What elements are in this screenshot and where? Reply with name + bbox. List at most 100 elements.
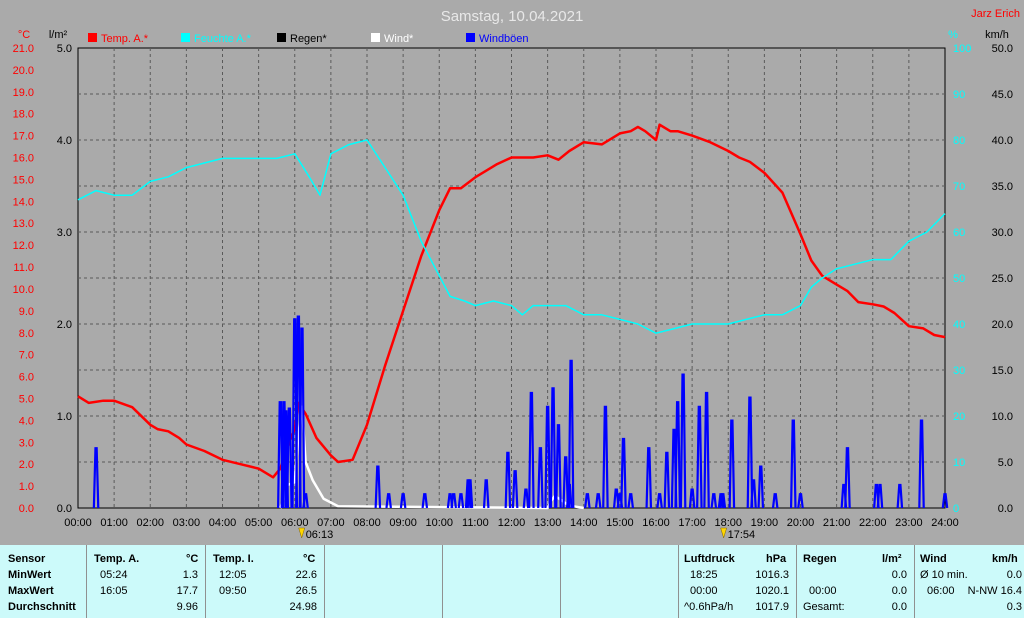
pressure-max-time: 00:00 [690,585,718,597]
wind-tick-label: 50.0 [992,43,1013,55]
temp-tick-label: 4.0 [19,415,34,427]
temp-tick-label: 0.0 [19,503,34,515]
gust-spike [896,483,904,509]
gust-spike [918,419,925,509]
gust-spike [399,493,407,509]
axis-tick-labels: 0.0 1.0 2.0 3.0 4.0 5.0 6.0 7.0 8.0 9.0 10.0 11.0 12… [13,43,1013,529]
x-tick-label: 19:00 [751,517,779,529]
gust-spike [627,493,635,509]
x-tick-label: 20:00 [787,517,815,529]
legend-label: Wind* [384,33,414,45]
humidity-tick-label: 80 [953,135,965,147]
temp-i-min-value: 22.6 [295,569,317,581]
gust-spike [450,493,457,509]
temp-i-header: Temp. I. [213,553,254,565]
rain-row0-value: 0.0 [891,569,907,581]
gust-spike [385,493,392,509]
annotations: 06:13 17:54 [298,527,756,541]
gust-spike [567,359,575,509]
x-tick-label: 04:00 [209,517,237,529]
wind-tick-label: 20.0 [992,319,1013,331]
chart-header: Samstag, 10.04.2021 Jarz Erich °C l/m² %… [18,8,1020,41]
weather-chart: 0.0 1.0 2.0 3.0 4.0 5.0 6.0 7.0 8.0 9.0 10.0 11.0 12… [13,8,1020,541]
wind-tick-label: 45.0 [992,89,1013,101]
gust-spike [750,479,757,509]
temp-a-max-time: 16:05 [100,585,128,597]
humidity-tick-label: 70 [953,181,965,193]
x-tick-label: 24:00 [931,517,959,529]
gust-spike [466,479,474,509]
temp-a-header: Temp. A. [94,553,140,565]
gust-spike [511,470,519,509]
humidity-tick-label: 60 [953,227,965,239]
gust-spike [941,493,949,509]
temp-tick-label: 7.0 [19,350,34,362]
rain-max-time: 00:00 [809,585,837,597]
temp-tick-label: 20.0 [13,65,34,77]
grid [78,48,945,508]
legend-swatch [466,33,475,42]
x-tick-label: 03:00 [173,517,201,529]
sunset-marker-icon [720,527,727,539]
gust-spike [602,405,609,509]
series-layer [77,123,949,510]
pressure-header: Luftdruck [684,553,735,565]
rain-tick-label: 2.0 [57,319,72,331]
gust-spike [544,405,551,509]
wind-avg-value: 0.3 [1006,601,1022,613]
temp-tick-label: 2.0 [19,459,34,471]
wind-tick-label: 30.0 [992,227,1013,239]
gust-spike [746,396,754,509]
temp-tick-label: 18.0 [13,109,34,121]
temp-i-unit: °C [303,553,316,565]
gust-spike [696,405,703,509]
wind-unit: km/h [992,553,1018,565]
pressure-unit: hPa [766,553,787,565]
x-tick-label: 02:00 [136,517,164,529]
row-label-max: MaxWert [8,585,54,597]
x-tick-label: 11:00 [462,517,489,529]
temp-a-min-time: 05:24 [100,569,128,581]
x-tick-label: 13:00 [534,517,562,529]
legend-label: Windböen [479,33,529,45]
temp-tick-label: 1.0 [19,481,34,493]
gust-spike [584,493,591,509]
humidity-tick-label: 40 [953,319,965,331]
gust-spike [674,401,681,509]
unit-wind-label: km/h [985,29,1009,41]
unit-rain-label: l/m² [49,29,68,41]
gust-spike [555,424,562,509]
x-tick-label: 21:00 [823,517,851,529]
gust-spike [620,437,627,509]
gust-spike [92,447,100,509]
chart-title: Samstag, 10.04.2021 [441,8,584,25]
wind-tick-label: 25.0 [992,273,1013,285]
x-tick-label: 18:00 [714,517,742,529]
pressure-avg-value: 1017.9 [755,601,789,613]
temp-tick-label: 16.0 [13,153,34,165]
gust-spike [457,493,465,509]
legend-swatch [181,33,190,42]
humidity-tick-label: 30 [953,365,965,377]
temp-tick-label: 11.0 [13,262,34,274]
gust-spike [656,493,663,509]
gust-spike [594,493,602,509]
x-tick-label: 14:00 [570,517,598,529]
unit-temp-label: °C [18,29,30,41]
wind-avg10-label: Ø 10 min. [920,569,968,581]
gust-spike [504,451,512,509]
temp-tick-label: 8.0 [19,328,34,340]
gust-spike [549,387,557,509]
humidity-tick-label: 50 [953,273,965,285]
gust-spike [286,407,293,509]
x-tick-label: 16:00 [642,517,670,529]
gust-spike [771,493,779,509]
humidity-tick-label: 0 [953,503,959,515]
legend-swatch [371,33,380,42]
temp-a-max-value: 17.7 [176,585,198,597]
sunset-marker-label: 17:54 [728,529,756,541]
sunrise-marker-label: 06:13 [306,529,334,541]
gust-spike [374,465,382,509]
temp-a-min-value: 1.3 [182,569,198,581]
summary-table: Sensor MinWert MaxWert Durchschnitt Temp… [0,545,1024,618]
